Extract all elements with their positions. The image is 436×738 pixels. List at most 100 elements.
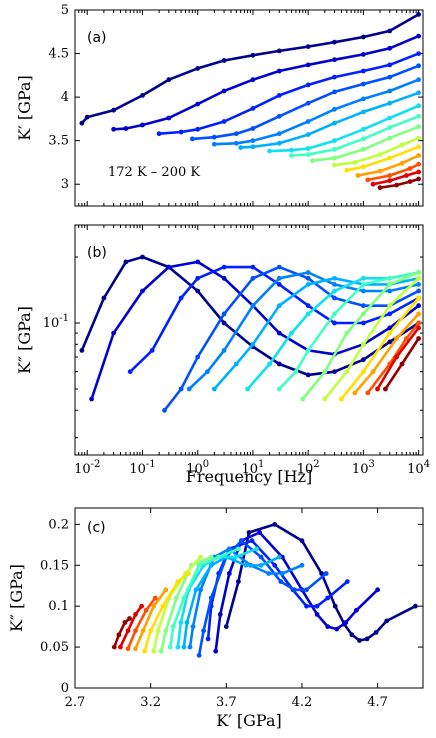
series-line <box>301 271 420 401</box>
data-point <box>344 369 350 375</box>
data-point <box>166 264 172 270</box>
data-point <box>139 603 145 609</box>
data-point <box>174 595 179 601</box>
data-point <box>211 134 217 140</box>
data-point <box>305 348 311 353</box>
data-point <box>79 348 85 353</box>
data-point <box>195 275 201 281</box>
series-line <box>134 588 168 651</box>
data-point <box>193 587 199 593</box>
y-tick-label: 4.5 <box>48 47 69 62</box>
data-point <box>292 587 297 593</box>
data-point <box>387 275 393 281</box>
data-point <box>361 288 366 294</box>
data-point <box>332 147 337 152</box>
data-point <box>305 152 311 158</box>
data-point <box>387 100 393 106</box>
data-point <box>158 648 164 654</box>
data-point <box>184 620 190 625</box>
data-point <box>276 303 282 309</box>
data-point <box>250 303 256 309</box>
data-point <box>416 33 421 39</box>
data-point <box>267 148 272 154</box>
data-point <box>416 63 421 69</box>
data-point <box>221 58 227 63</box>
data-point <box>116 632 122 638</box>
data-point <box>387 325 393 331</box>
data-point <box>221 264 227 270</box>
panel-b-label: (b) <box>87 245 107 261</box>
data-point <box>276 386 282 392</box>
data-point <box>394 336 399 341</box>
data-point <box>305 372 311 378</box>
data-point <box>221 311 227 317</box>
data-point <box>163 587 169 593</box>
data-point <box>354 607 359 613</box>
data-point <box>221 348 227 353</box>
series-line <box>366 321 420 395</box>
data-point <box>246 530 252 535</box>
data-point <box>387 74 393 80</box>
data-point <box>162 407 167 413</box>
data-point <box>332 57 337 63</box>
data-point <box>370 369 376 375</box>
data-point <box>300 396 306 402</box>
data-point <box>305 146 311 151</box>
data-point <box>226 571 232 576</box>
data-point <box>361 147 366 152</box>
x-tick-label: 2.7 <box>65 695 86 710</box>
data-point <box>332 89 337 95</box>
data-point <box>250 144 256 150</box>
data-point <box>339 396 344 402</box>
data-point <box>226 546 232 552</box>
data-point <box>149 348 155 353</box>
data-point <box>399 361 405 367</box>
panel-a-data <box>79 12 421 191</box>
data-point <box>123 126 129 131</box>
data-point <box>221 88 227 94</box>
data-point <box>387 115 393 121</box>
data-point <box>383 386 388 392</box>
series-line <box>182 555 281 649</box>
data-point <box>186 386 192 392</box>
data-point <box>178 620 184 625</box>
data-point <box>276 113 282 119</box>
data-point <box>216 554 222 560</box>
data-point <box>416 270 421 275</box>
data-point <box>236 579 241 584</box>
data-point <box>325 624 331 629</box>
data-point <box>250 126 256 131</box>
data-point <box>416 90 421 96</box>
y-tick-label: 3.5 <box>48 134 69 149</box>
data-point <box>344 167 350 173</box>
data-point <box>166 77 172 83</box>
data-point <box>140 254 145 260</box>
data-point <box>361 68 366 74</box>
series-line <box>80 13 420 125</box>
data-point <box>238 145 244 151</box>
data-point <box>249 538 255 544</box>
data-point <box>304 587 309 593</box>
data-point <box>211 386 217 392</box>
series-line <box>152 555 202 653</box>
data-point <box>322 396 328 402</box>
data-point <box>375 587 380 593</box>
data-point <box>195 126 201 132</box>
data-point <box>239 538 244 544</box>
data-point <box>304 603 309 609</box>
series-line <box>197 539 328 657</box>
data-point <box>387 125 393 130</box>
data-point <box>361 126 366 132</box>
data-point <box>187 644 193 650</box>
x-tick-label: 10-2 <box>74 459 100 477</box>
data-point <box>140 628 146 634</box>
x-tick-label: 104 <box>407 459 430 477</box>
data-point <box>323 571 329 576</box>
data-point <box>111 107 116 113</box>
data-point <box>387 311 393 317</box>
x-tick-label: 101 <box>241 459 264 477</box>
data-point <box>196 562 202 568</box>
data-point <box>257 530 262 535</box>
data-point <box>118 644 123 650</box>
